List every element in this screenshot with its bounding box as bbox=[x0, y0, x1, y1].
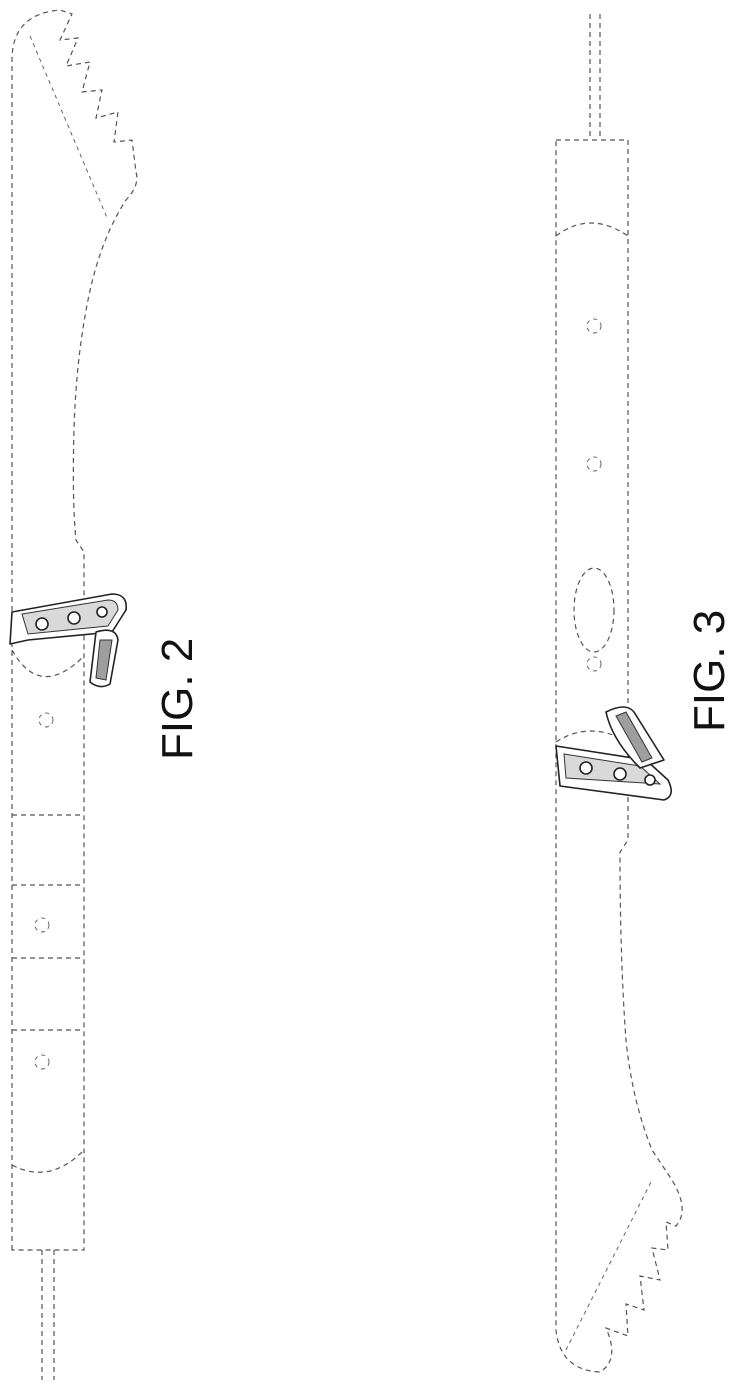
fig2-clip-rivet bbox=[97, 607, 107, 617]
fig2-clip-rivet bbox=[36, 618, 48, 630]
fig3-teeth-base-line bbox=[566, 1180, 652, 1350]
fig2-hole bbox=[35, 918, 49, 932]
fig2-clip-rivet bbox=[68, 612, 80, 624]
fig3-clip-rivet bbox=[614, 768, 626, 780]
fig3-hole bbox=[587, 657, 601, 671]
fig2-upper-arc bbox=[12, 650, 84, 677]
fig2-segment-lines bbox=[12, 815, 84, 1030]
fig2-environment-outline bbox=[12, 10, 137, 1380]
figure-2: FIG. 2 bbox=[10, 10, 202, 1380]
fig3-oval bbox=[574, 568, 614, 652]
fig3-hole bbox=[587, 319, 601, 333]
fig2-shaft bbox=[42, 1250, 54, 1380]
fig2-lower-arc bbox=[12, 1150, 84, 1172]
fig2-clip-part bbox=[10, 594, 126, 687]
fig2-teeth-base-line bbox=[30, 36, 108, 220]
fig3-environment-outline bbox=[556, 14, 682, 1372]
fig3-label: FIG. 3 bbox=[685, 610, 734, 732]
fig3-hole bbox=[587, 457, 601, 471]
figure-3: FIG. 3 bbox=[556, 14, 734, 1372]
fig3-clip-rivet bbox=[645, 775, 655, 785]
fig3-clip-rivet bbox=[580, 762, 592, 774]
fig2-hole bbox=[35, 1055, 49, 1069]
fig3-clip-part bbox=[556, 707, 671, 800]
fig3-shaft bbox=[590, 14, 600, 140]
fig3-upper-arc bbox=[556, 223, 628, 236]
fig2-label: FIG. 2 bbox=[153, 638, 202, 760]
fig2-hole bbox=[39, 713, 53, 727]
